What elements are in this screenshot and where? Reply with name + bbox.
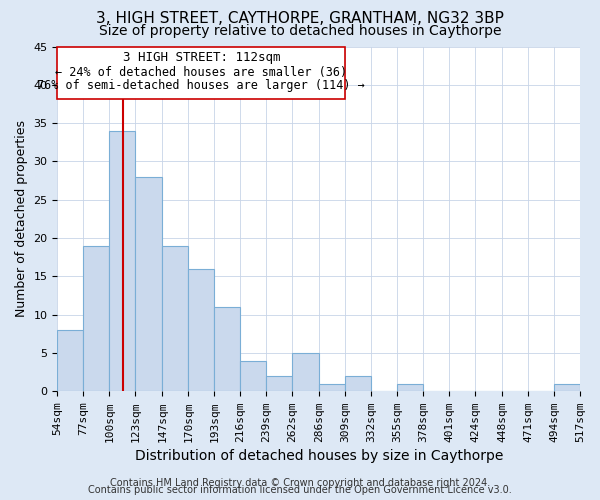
Text: Contains HM Land Registry data © Crown copyright and database right 2024.: Contains HM Land Registry data © Crown c… [110,478,490,488]
Bar [58,46,345,98]
Bar [188,268,214,392]
Bar [240,360,266,392]
Bar [214,307,240,392]
Text: 3, HIGH STREET, CAYTHORPE, GRANTHAM, NG32 3BP: 3, HIGH STREET, CAYTHORPE, GRANTHAM, NG3… [96,11,504,26]
Text: Contains public sector information licensed under the Open Government Licence v3: Contains public sector information licen… [88,485,512,495]
Bar [83,246,109,392]
Bar [58,330,83,392]
Text: ← 24% of detached houses are smaller (36): ← 24% of detached houses are smaller (36… [55,66,347,78]
Bar [554,384,580,392]
Text: Size of property relative to detached houses in Caythorpe: Size of property relative to detached ho… [99,24,501,38]
Bar [109,131,135,392]
Bar [397,384,423,392]
Bar [292,353,319,392]
X-axis label: Distribution of detached houses by size in Caythorpe: Distribution of detached houses by size … [134,448,503,462]
Bar [319,384,345,392]
Text: 3 HIGH STREET: 112sqm: 3 HIGH STREET: 112sqm [122,51,280,64]
Text: 76% of semi-detached houses are larger (114) →: 76% of semi-detached houses are larger (… [37,80,365,92]
Bar [163,246,188,392]
Y-axis label: Number of detached properties: Number of detached properties [15,120,28,318]
Bar [135,177,163,392]
Bar [266,376,292,392]
Bar [345,376,371,392]
